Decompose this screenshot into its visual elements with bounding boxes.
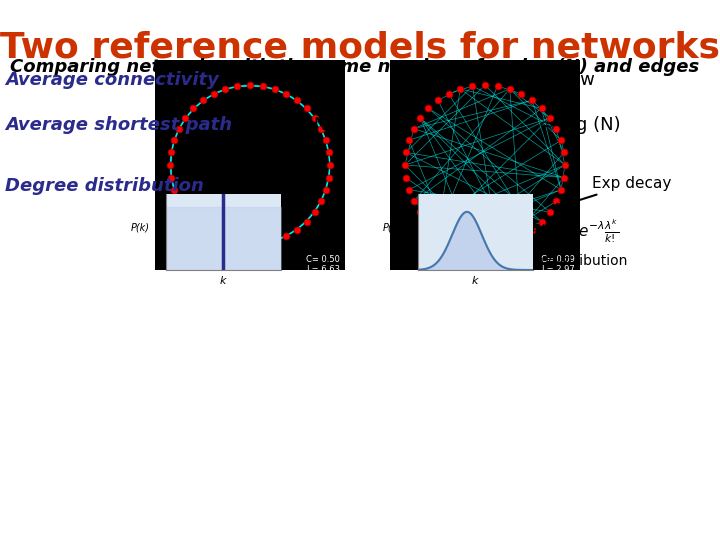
Text: high: high bbox=[290, 71, 330, 89]
FancyBboxPatch shape bbox=[155, 60, 345, 270]
Text: Comparing networks with the same number of nodes (N) and edges: Comparing networks with the same number … bbox=[10, 58, 699, 76]
Text: Average connectivity: Average connectivity bbox=[5, 71, 219, 89]
Text: ≈ log (N): ≈ log (N) bbox=[539, 116, 621, 134]
Y-axis label: P(k): P(k) bbox=[383, 222, 402, 232]
Text: low: low bbox=[564, 71, 595, 89]
Text: Two reference models for networks: Two reference models for networks bbox=[0, 30, 720, 64]
Text: Poisson distribution: Poisson distribution bbox=[492, 254, 627, 268]
X-axis label: k: k bbox=[220, 275, 227, 286]
X-axis label: k: k bbox=[472, 275, 479, 286]
Text: Exp decay: Exp decay bbox=[553, 176, 671, 210]
Text: Degree distribution: Degree distribution bbox=[5, 177, 204, 195]
Y-axis label: P(k): P(k) bbox=[131, 222, 150, 232]
Text: $P(k)\approx e^{-\lambda} \frac{\lambda^k}{k!}$: $P(k)\approx e^{-\lambda} \frac{\lambda^… bbox=[530, 218, 619, 246]
Text: Average shortest path: Average shortest path bbox=[5, 116, 232, 134]
FancyBboxPatch shape bbox=[390, 60, 580, 270]
Text: C= 0.50
L= 6.63: C= 0.50 L= 6.63 bbox=[306, 255, 340, 274]
Text: C= 0.09
L= 2.97: C= 0.09 L= 2.97 bbox=[541, 255, 575, 274]
Text: ≈ N: ≈ N bbox=[293, 116, 327, 134]
